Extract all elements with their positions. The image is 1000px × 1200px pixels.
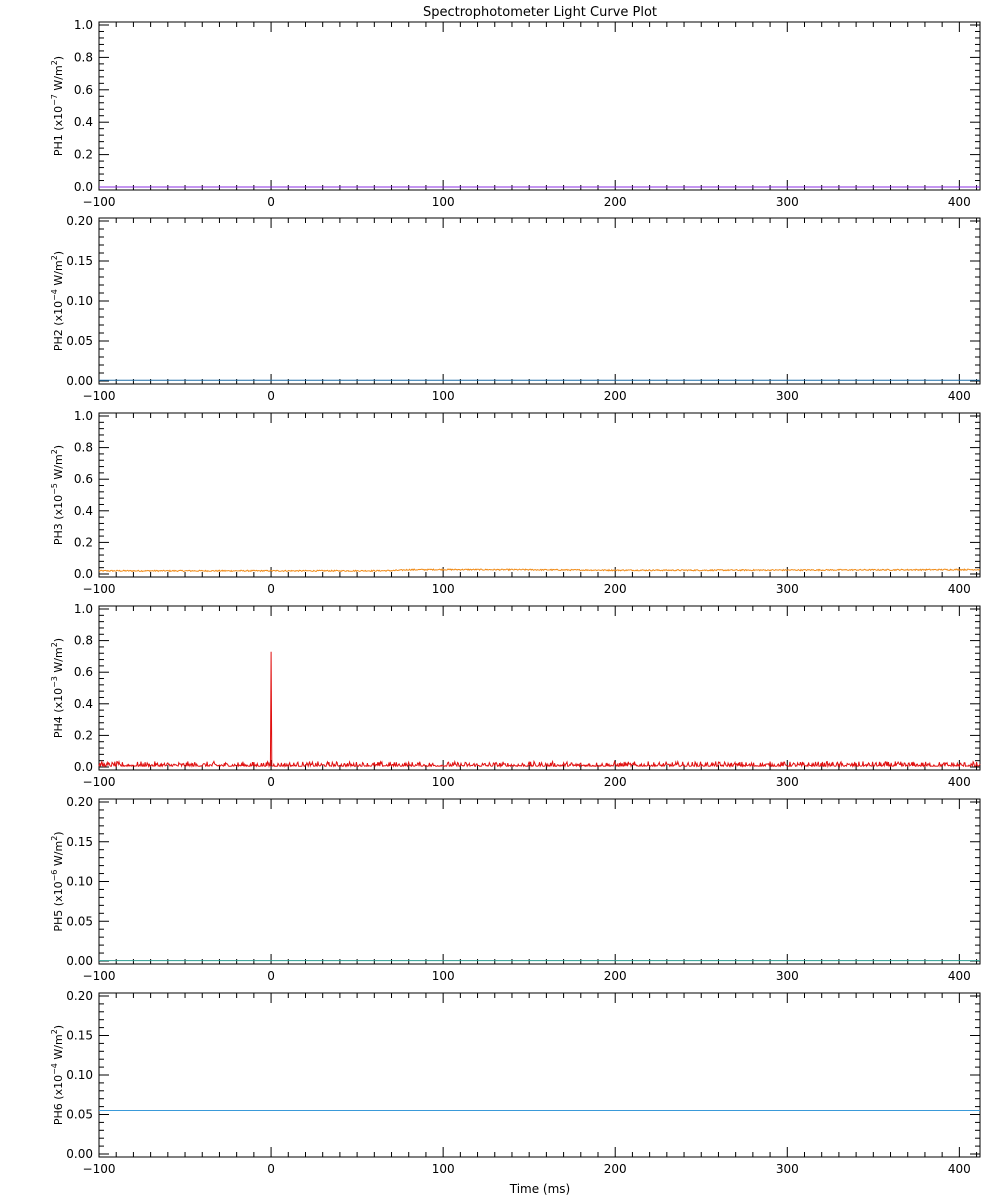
x-tick-label: 100	[432, 775, 455, 789]
y-tick-label: 0.0	[74, 180, 93, 194]
y-tick-label: 0.2	[74, 728, 93, 742]
x-tick-label: 0	[267, 775, 275, 789]
chart-title: Spectrophotometer Light Curve Plot	[423, 5, 657, 20]
x-tick-label: 200	[604, 389, 627, 403]
x-tick-label: 200	[604, 775, 627, 789]
y-tick-label: 0.05	[66, 1108, 93, 1122]
y-tick-label: 0.00	[66, 1147, 93, 1161]
y-tick-label: 0.4	[74, 504, 93, 518]
y-axis-label: PH4 (x10−3 W/m2)	[50, 638, 65, 738]
x-tick-label: 200	[604, 969, 627, 983]
x-tick-label: 300	[776, 1162, 799, 1176]
x-tick-label: −100	[83, 389, 116, 403]
panel-ph2: −100 0 100 200 300 400 0.00 0.05 0.10 0.15 0.20 PH2…	[50, 214, 981, 403]
x-tick-label: 200	[604, 1162, 627, 1176]
y-tick-label: 0.10	[66, 294, 93, 308]
x-tick-label: 0	[267, 195, 275, 209]
y-tick-label: 0.15	[66, 254, 93, 268]
y-tick-label: 0.20	[66, 214, 93, 228]
y-tick-label: 0.8	[74, 634, 93, 648]
x-axis-label: Time (ms)	[509, 1182, 571, 1196]
x-tick-label: 0	[267, 582, 275, 596]
panel-ph1: −100 0 100 200 300 400 0.0 0.2 0.4 0.6 0.8 1.0 PH1 (…	[50, 18, 981, 209]
panel-frame	[98, 412, 981, 578]
series-line-ph3	[98, 568, 981, 573]
x-tick-label: 400	[948, 969, 971, 983]
panel-ph4: −100 0 100 200 300 400 0.0 0.2 0.4 0.6 0.8 1.0 PH4 (…	[50, 602, 981, 789]
y-tick-label: 1.0	[74, 409, 93, 423]
x-tick-label: 100	[432, 1162, 455, 1176]
panel-ph6: −100 0 100 200 300 400 0.00 0.05 0.10 0.15 0.20 PH6…	[50, 989, 981, 1176]
y-tick-label: 0.8	[74, 441, 93, 455]
x-tick-label: 200	[604, 582, 627, 596]
y-axis-label: PH3 (x10−5 W/m2)	[50, 445, 65, 545]
series-line-ph4	[98, 651, 981, 769]
panel-ph3: −100 0 100 200 300 400 0.0 0.2 0.4 0.6 0.8 1.0 PH3 (…	[50, 409, 981, 596]
x-tick-label: 100	[432, 195, 455, 209]
x-tick-label: 400	[948, 389, 971, 403]
y-tick-label: 1.0	[74, 602, 93, 616]
y-tick-label: 0.00	[66, 954, 93, 968]
y-tick-label: 0.6	[74, 665, 93, 679]
x-tick-label: −100	[83, 969, 116, 983]
x-tick-label: 300	[776, 582, 799, 596]
x-tick-label: 400	[948, 582, 971, 596]
y-axis-label: PH1 (x10−7 W/m2)	[50, 56, 65, 156]
y-tick-label: 0.2	[74, 535, 93, 549]
x-tick-label: −100	[83, 1162, 116, 1176]
y-tick-label: 0.15	[66, 1029, 93, 1043]
panel-frame	[98, 992, 981, 1158]
y-axis-label: PH6 (x10−4 W/m2)	[50, 1025, 65, 1125]
x-tick-label: 300	[776, 195, 799, 209]
x-tick-label: 400	[948, 775, 971, 789]
x-tick-label: −100	[83, 582, 116, 596]
y-tick-label: 0.10	[66, 875, 93, 889]
x-tick-label: 0	[267, 389, 275, 403]
x-tick-label: 300	[776, 389, 799, 403]
x-tick-label: 0	[267, 969, 275, 983]
y-axis-label: PH5 (x10−6 W/m2)	[50, 831, 65, 931]
y-tick-label: 0.6	[74, 83, 93, 97]
y-tick-label: 0.20	[66, 989, 93, 1003]
x-tick-label: 200	[604, 195, 627, 209]
x-tick-label: 100	[432, 582, 455, 596]
x-tick-label: 100	[432, 389, 455, 403]
y-tick-label: 0.0	[74, 567, 93, 581]
panel-frame	[98, 605, 981, 771]
x-tick-label: 300	[776, 775, 799, 789]
y-tick-label: 0.2	[74, 148, 93, 162]
x-tick-label: 400	[948, 1162, 971, 1176]
x-tick-label: −100	[83, 775, 116, 789]
x-tick-label: 300	[776, 969, 799, 983]
y-tick-label: 0.8	[74, 50, 93, 64]
y-tick-label: 0.20	[66, 795, 93, 809]
x-tick-label: 0	[267, 1162, 275, 1176]
panel-frame	[98, 21, 981, 191]
y-tick-label: 0.05	[66, 334, 93, 348]
y-tick-label: 0.4	[74, 115, 93, 129]
panel-ph5: −100 0 100 200 300 400 0.00 0.05 0.10 0.15 0.20 PH5…	[50, 795, 981, 983]
y-tick-label: 0.0	[74, 760, 93, 774]
x-tick-label: −100	[83, 195, 116, 209]
y-tick-label: 0.10	[66, 1068, 93, 1082]
panels: −100 0 100 200 300 400 0.0 0.2 0.4 0.6 0.8 1.0 PH1 (…	[50, 18, 981, 1176]
y-tick-label: 0.05	[66, 914, 93, 928]
y-tick-label: 0.4	[74, 697, 93, 711]
y-tick-label: 1.0	[74, 18, 93, 32]
x-tick-label: 100	[432, 969, 455, 983]
panel-frame	[98, 217, 981, 385]
y-tick-label: 0.15	[66, 835, 93, 849]
x-tick-label: 400	[948, 195, 971, 209]
panel-frame	[98, 798, 981, 965]
y-axis-label: PH2 (x10−4 W/m2)	[50, 251, 65, 351]
y-tick-label: 0.00	[66, 374, 93, 388]
y-tick-label: 0.6	[74, 472, 93, 486]
